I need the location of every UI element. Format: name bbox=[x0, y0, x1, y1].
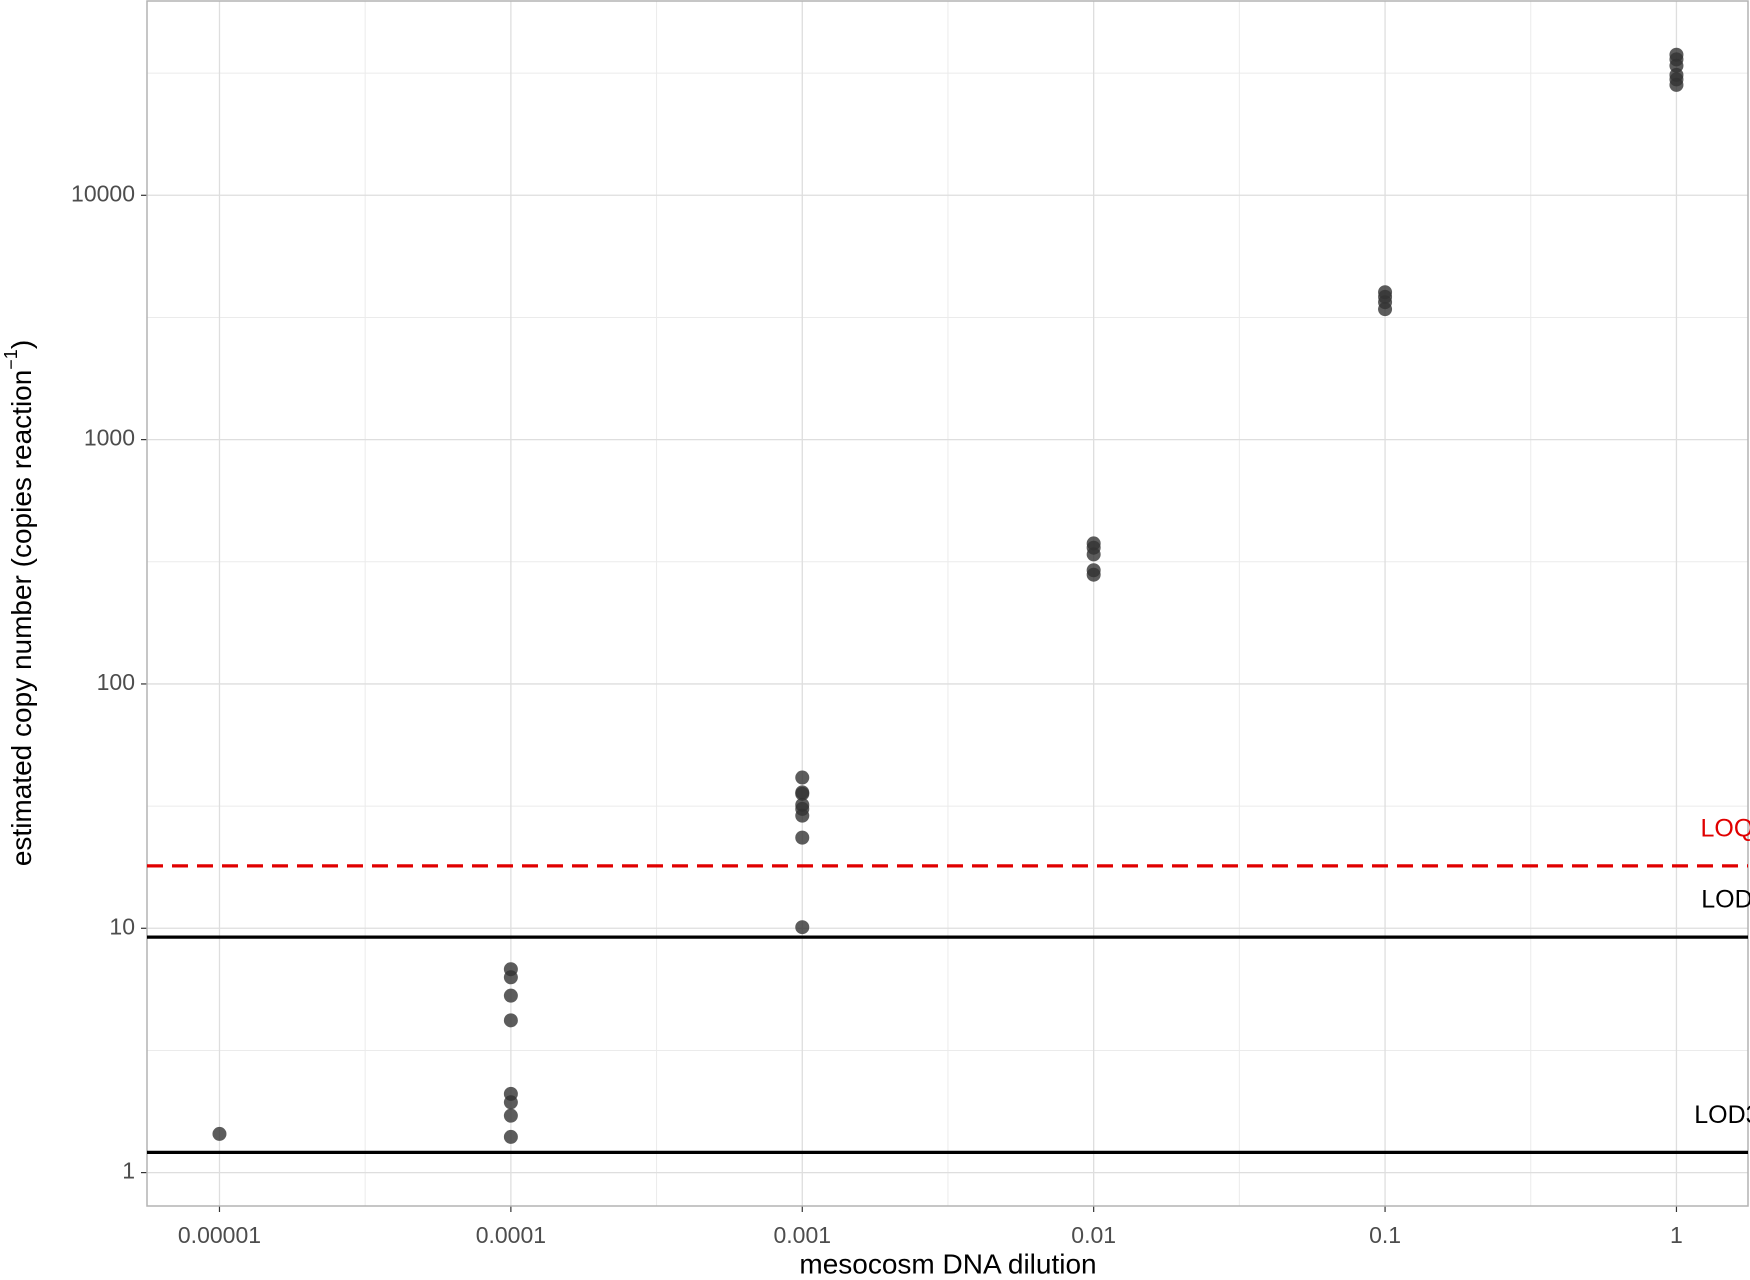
point bbox=[795, 830, 810, 845]
y-tick-label: 10 bbox=[109, 913, 135, 939]
grid bbox=[147, 1, 1748, 1206]
y-tick-label: 1 bbox=[122, 1158, 135, 1184]
point bbox=[1378, 302, 1393, 317]
x-tick-label: 0.00001 bbox=[178, 1222, 261, 1248]
point bbox=[503, 1013, 518, 1028]
point bbox=[212, 1126, 227, 1141]
x-tick-label: 0.0001 bbox=[476, 1222, 546, 1248]
x-axis-title: mesocosm DNA dilution bbox=[799, 1248, 1096, 1279]
x-tick-label: 1 bbox=[1670, 1222, 1683, 1248]
point bbox=[795, 770, 810, 785]
point bbox=[503, 1108, 518, 1123]
reference-label: LOQ bbox=[1701, 815, 1750, 843]
x-tick-label: 0.001 bbox=[773, 1222, 831, 1248]
point bbox=[795, 786, 810, 801]
point bbox=[503, 1095, 518, 1110]
point bbox=[795, 808, 810, 823]
x-tick-label: 0.1 bbox=[1369, 1222, 1401, 1248]
y-tick-label: 100 bbox=[97, 669, 135, 695]
point bbox=[1669, 77, 1684, 92]
y-axis-title: estimated copy number (copies reaction−1… bbox=[1, 340, 38, 866]
point bbox=[795, 920, 810, 935]
y-tick-label: 1000 bbox=[84, 425, 135, 451]
point bbox=[503, 988, 518, 1003]
y-axis-title-text: estimated copy number (copies reaction bbox=[6, 370, 37, 866]
point bbox=[1086, 567, 1101, 582]
point bbox=[503, 970, 518, 985]
y-axis-title-close: ) bbox=[6, 340, 37, 349]
y-axis-title-sup: −1 bbox=[1, 349, 21, 370]
reference-label: LOD bbox=[1701, 886, 1750, 914]
reference-label: LOD3 bbox=[1694, 1101, 1750, 1129]
plot-border bbox=[146, 0, 1749, 1207]
point bbox=[503, 1129, 518, 1144]
point bbox=[1086, 547, 1101, 562]
x-tick-label: 0.01 bbox=[1071, 1222, 1116, 1248]
y-tick-label: 10000 bbox=[71, 180, 135, 206]
